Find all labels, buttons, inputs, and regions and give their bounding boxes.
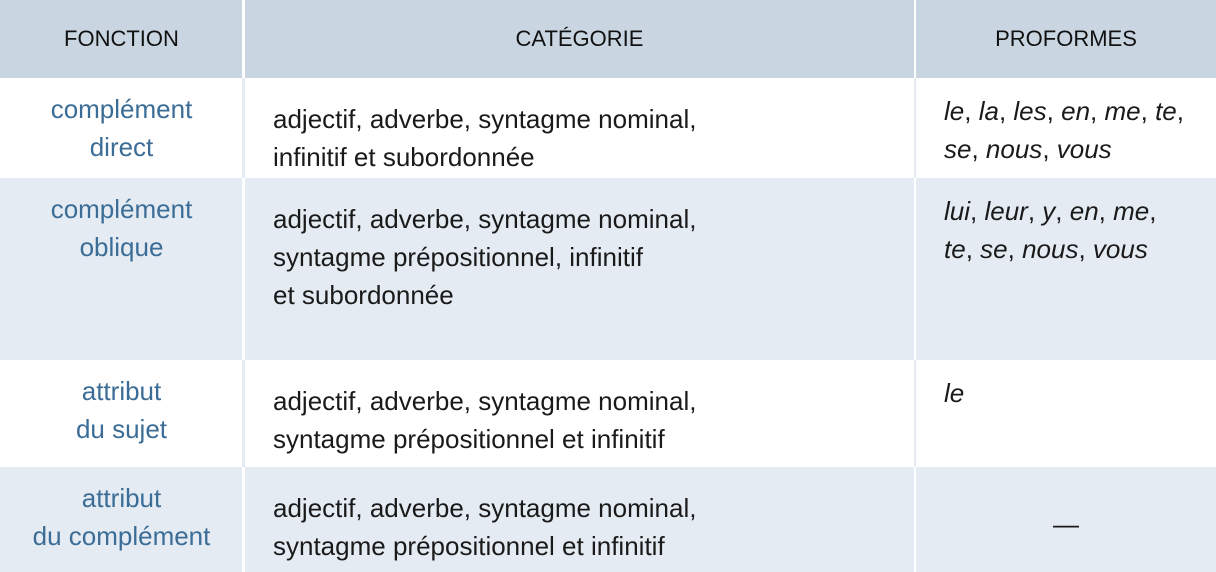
proformes-cell: — [916,467,1216,572]
header-proformes-label: PROFORMES [995,26,1137,51]
proformes-line: te, se, nous, vous [944,230,1216,268]
proformes-cell: le [916,360,1216,467]
categorie-cell: adjectif, adverbe, syntagme nominal, infi… [242,78,917,178]
separator: , [965,234,981,264]
proforme-word: les [1013,96,1047,126]
separator: , [1078,234,1093,264]
proforme-word: le [944,96,965,126]
separator: , [1042,134,1057,164]
categorie-line: syntagme prépositionnel et infinitif [273,424,665,454]
categorie-cell: adjectif, adverbe, syntagme nominal, synt… [242,360,917,467]
proforme-word: me [1104,96,1141,126]
fonction-line: du sujet [75,414,168,444]
proformes-line: se, nous, vous [944,130,1216,168]
categorie-line: syntagme prépositionnel, infinitif [273,242,643,272]
header-categorie-label: CATÉGORIE [515,26,644,51]
proformes-line: lui, leur, y, en, me, [944,192,1216,230]
fonction-line: oblique [79,232,164,262]
fonction-cell: attribut du complément [0,467,243,572]
separator: , [1090,96,1105,126]
categorie-line: adjectif, adverbe, syntagme nominal, [273,386,697,416]
fonction-line: attribut [81,376,162,406]
categorie-line: syntagme prépositionnel et infinitif [273,531,665,561]
separator: , [970,196,985,226]
categorie-line: adjectif, adverbe, syntagme nominal, [273,104,697,134]
proforme-word: se [944,134,972,164]
proforme-word: leur [984,196,1028,226]
column-divider [242,360,245,467]
separator: , [1046,96,1062,126]
proforme-word: en [1061,96,1091,126]
categorie-line: infinitif et subordonnée [273,142,535,172]
header-categorie: CATÉGORIE [242,0,917,78]
column-divider [242,467,245,572]
proforme-word: te [1155,96,1177,126]
proforme-word: en [1069,196,1099,226]
proforme-word: nous [1022,234,1079,264]
categorie-line: et subordonnée [273,280,454,310]
proformes-line: le, la, les, en, me, te, [944,92,1216,130]
column-divider [914,360,917,467]
separator: , [1140,96,1156,126]
proforme-word: te [944,234,966,264]
header-proformes: PROFORMES [916,0,1216,78]
separator: , [1098,196,1114,226]
separator: , [1055,196,1070,226]
separator: , [1007,234,1023,264]
fonction-line: complément [50,194,193,224]
fonction-cell: complément direct [0,78,243,178]
column-divider [242,178,245,360]
fonction-cell: attribut du sujet [0,360,243,467]
proforme-word: la [978,96,999,126]
proforme-word: le [944,378,965,408]
proforme-word: lui [944,196,971,226]
fonction-cell: complément oblique [0,178,243,360]
column-divider [242,78,245,178]
fonction-line: du complément [32,521,211,551]
categorie-line: adjectif, adverbe, syntagme nominal, [273,204,697,234]
header-fonction-label: FONCTION [64,26,179,51]
proforme-word: vous [1056,134,1112,164]
fonction-line: complément [50,94,193,124]
proforme-word: me [1113,196,1150,226]
column-divider [914,178,917,360]
proformes-cell: lui, leur, y, en, me, te, se, nous, vous [916,178,1216,360]
separator: , [1027,196,1043,226]
column-divider [914,78,917,178]
categorie-cell: adjectif, adverbe, syntagme nominal, synt… [242,178,917,360]
proformes-cell: le, la, les, en, me, te, se, nous, vous [916,78,1216,178]
separator: , [964,96,979,126]
header-divider [914,0,917,78]
fonction-line: direct [89,132,154,162]
proforme-word: se [980,234,1008,264]
empty-dash: — [1053,509,1079,539]
proforme-word: vous [1092,234,1148,264]
categorie-cell: adjectif, adverbe, syntagme nominal, synt… [242,467,917,572]
proforme-word: y [1042,196,1056,226]
column-divider [914,467,917,572]
separator: , [1176,96,1184,126]
proforme-word: nous [985,134,1043,164]
separator: , [998,96,1014,126]
proformes-line: le [944,374,1216,412]
header-fonction: FONCTION [0,0,243,78]
fonction-line: attribut [81,483,162,513]
separator: , [1149,196,1157,226]
separator: , [971,134,986,164]
categorie-line: adjectif, adverbe, syntagme nominal, [273,493,697,523]
header-divider [242,0,245,78]
